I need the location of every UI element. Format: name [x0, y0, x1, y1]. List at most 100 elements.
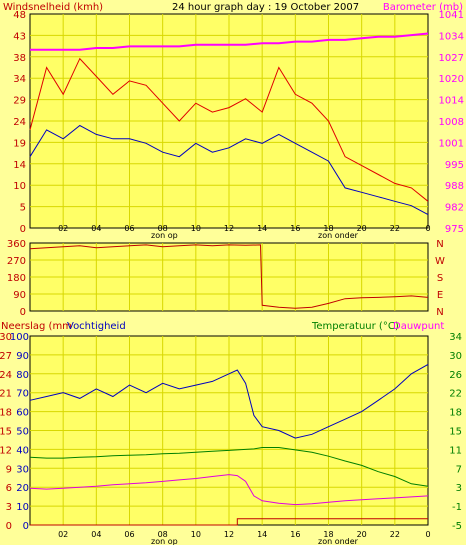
baro-y-tick-8: 988: [445, 181, 464, 192]
wind-y-tick-0: 48: [13, 10, 26, 21]
rain-y-tick-0: 30: [0, 332, 12, 343]
compass-y-tick-0: N: [436, 239, 443, 250]
dir-y-tick-0: 360: [7, 239, 26, 250]
baro-y-tick-3: 1020: [439, 74, 464, 85]
hum-y-tick-9: 10: [16, 502, 29, 513]
wind-x-tick-10: 22: [390, 224, 400, 233]
wind-y-tick-3: 34: [13, 74, 26, 85]
hum-y-tick-7: 30: [16, 464, 29, 475]
wind-y-tick-10: 0: [20, 224, 26, 235]
rain-y-tick-2: 24: [0, 370, 12, 381]
hum-y-tick-1: 90: [16, 351, 29, 362]
weather-x-tick-11: 0: [425, 530, 430, 539]
temp-y-tick-8: 3: [456, 483, 462, 494]
wind-x-tick-6: 14: [257, 224, 267, 233]
weather-x-tick-6: 14: [257, 530, 267, 539]
barometer-y-ticks: 1041 1034 1027 1020 1014 1008 1001 995 988 982 975: [439, 10, 464, 235]
temp-y-tick-2: 26: [449, 370, 462, 381]
dir-y-tick-3: 90: [13, 290, 26, 301]
rain-y-tick-10: 0: [6, 521, 12, 532]
hum-y-tick-2: 80: [16, 370, 29, 381]
wind-x-tick-5: 12: [224, 224, 234, 233]
rain-y-tick-9: 3: [6, 502, 12, 513]
temperature-y-ticks: 34 30 26 22 18 15 11 7 3 -1 -5: [449, 332, 462, 532]
humidity-series-line: [29, 363, 429, 439]
temp-y-tick-10: -5: [452, 521, 462, 532]
hum-y-tick-4: 60: [16, 408, 29, 419]
weather-x-tick-10: 22: [390, 530, 400, 539]
dewpoint-axis-label: Dauwpunt: [393, 321, 444, 332]
wind-x-tick-0: 02: [58, 224, 68, 233]
weather-x-tick-4: 10: [191, 530, 201, 539]
weather-x-tick-7: 16: [290, 530, 300, 539]
baro-y-tick-1: 1034: [439, 31, 464, 42]
weather-x-tick-5: 12: [224, 530, 234, 539]
wind-y-tick-8: 10: [13, 181, 26, 192]
weather-x-tick-9: 20: [357, 530, 367, 539]
temp-y-tick-0: 34: [449, 332, 462, 343]
wind-x-tick-3: 08: [158, 224, 168, 233]
weather-x-tick-3: 08: [158, 530, 168, 539]
compass-y-tick-2: S: [437, 273, 443, 284]
temp-y-tick-4: 18: [449, 408, 462, 419]
barometer-axis-label: Barometer (mb): [383, 2, 463, 13]
graph-title: 24 hour graph day : 19 October 2007: [172, 2, 359, 13]
baro-y-tick-2: 1027: [439, 53, 464, 64]
wind-x-tick-9: 20: [357, 224, 367, 233]
wind-y-tick-2: 38: [13, 53, 26, 64]
baro-y-tick-4: 1014: [439, 96, 464, 107]
temp-y-tick-6: 11: [449, 445, 462, 456]
dewpoint-series-line: [29, 474, 429, 506]
temperature-axis-label: Temperatuur (°C): [311, 321, 399, 332]
rain-series-line: [30, 518, 428, 526]
wind-gust-series-line: [29, 57, 429, 202]
baro-y-tick-10: 975: [445, 224, 464, 235]
baro-y-tick-6: 1001: [439, 138, 464, 149]
compass-y-tick-1: W: [435, 256, 445, 267]
wind-y-tick-9: 5: [20, 203, 26, 214]
hum-y-tick-10: 0: [23, 521, 29, 532]
weather-grid: [30, 336, 428, 525]
wind-grid: [30, 14, 428, 228]
baro-y-tick-0: 1041: [439, 10, 464, 21]
hum-y-tick-6: 40: [16, 445, 29, 456]
dir-y-tick-2: 180: [7, 273, 26, 284]
baro-y-tick-9: 982: [445, 203, 464, 214]
rain-y-tick-8: 6: [6, 483, 12, 494]
wind-y-tick-7: 14: [13, 160, 26, 171]
wind-y-tick-6: 19: [13, 138, 26, 149]
wind-axis-label: Windsnelheid (kmh): [3, 2, 103, 13]
hum-y-tick-5: 50: [16, 427, 29, 438]
rain-y-tick-5: 15: [0, 427, 12, 438]
rain-y-tick-1: 27: [0, 351, 12, 362]
temp-y-tick-3: 22: [449, 389, 462, 400]
hum-y-tick-0: 100: [10, 332, 29, 343]
temp-y-tick-1: 30: [449, 351, 462, 362]
sunrise-marker-label: zon op: [151, 231, 178, 240]
baro-y-tick-5: 1008: [439, 117, 464, 128]
rain-y-tick-3: 21: [0, 389, 12, 400]
sunset-marker-label-bottom: zon onder: [318, 537, 359, 545]
sunset-marker-label: zon onder: [318, 231, 359, 240]
compass-y-tick-3: E: [437, 290, 443, 301]
hum-y-tick-3: 70: [16, 389, 29, 400]
dir-y-tick-1: 270: [7, 256, 26, 267]
temp-y-tick-9: -1: [452, 502, 462, 513]
wind-y-tick-1: 43: [13, 31, 26, 42]
wind-x-tick-1: 04: [91, 224, 101, 233]
temp-y-tick-5: 15: [449, 427, 462, 438]
humidity-axis-label: Vochtigheid: [67, 321, 126, 332]
rain-y-tick-6: 12: [0, 445, 12, 456]
wind-x-tick-8: 18: [323, 224, 333, 233]
wind-y-tick-5: 24: [13, 117, 26, 128]
rain-axis-label: Neerslag (mm: [1, 321, 72, 332]
compass-y-tick-4: N: [436, 307, 443, 318]
dir-y-tick-4: 0: [20, 307, 26, 318]
wind-y-tick-4: 29: [13, 96, 26, 107]
baro-y-tick-7: 995: [445, 160, 464, 171]
hum-y-tick-8: 20: [16, 483, 29, 494]
